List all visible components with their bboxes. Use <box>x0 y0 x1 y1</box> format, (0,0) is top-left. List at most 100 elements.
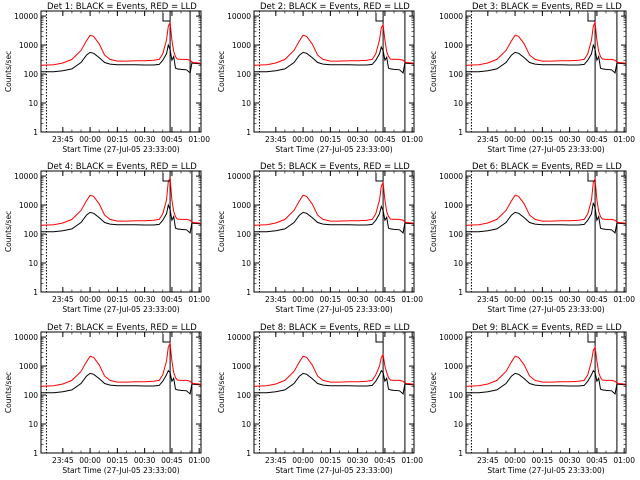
corner-marker <box>587 334 595 343</box>
y-tick-label: 10 <box>241 259 251 268</box>
x-tick-label: 00:45 <box>586 456 608 465</box>
lld-series-line <box>465 177 627 226</box>
y-tick-label: 100 <box>449 230 464 239</box>
panel-title: Det 9: BLACK = Events, RED = LLD <box>472 323 622 333</box>
x-tick-label: 00:30 <box>559 135 581 144</box>
x-tick-label: 00:00 <box>504 135 526 144</box>
x-axis-label: Start Time (27-Jul-05 23:33:00) <box>487 466 604 475</box>
y-tick-label: 10 <box>28 99 38 108</box>
y-tick-label: 10000 <box>439 172 463 181</box>
x-tick-label: 00:15 <box>320 456 342 465</box>
events-series-line <box>466 43 627 74</box>
lld-series-line <box>253 180 415 226</box>
panel-det-7: Det 7: BLACK = Events, RED = LLD 1 10 100 10… <box>4 323 210 475</box>
y-tick-label: 100 <box>24 230 39 239</box>
panel-det-3: Det 3: BLACK = Events, RED = LLD 1 10 100 10… <box>429 2 635 154</box>
x-tick-label: 00:45 <box>161 456 183 465</box>
x-tick-label: 00:15 <box>532 295 554 304</box>
y-tick-label: 1 <box>458 128 463 137</box>
y-tick-label: 100 <box>449 391 464 400</box>
x-axis-label: Start Time (27-Jul-05 23:33:00) <box>275 305 392 314</box>
y-axis-label: Counts/sec <box>4 51 13 92</box>
y-tick-label: 10 <box>241 99 251 108</box>
y-axis-label: Counts/sec <box>4 211 13 252</box>
lld-series-line <box>40 176 202 226</box>
lld-series-line <box>253 23 415 66</box>
y-tick-label: 100 <box>237 70 252 79</box>
x-tick-label: 00:15 <box>532 135 554 144</box>
lld-series-line <box>465 345 627 387</box>
x-tick-label: 00:45 <box>374 135 396 144</box>
x-axis-label: Start Time (27-Jul-05 23:33:00) <box>487 145 604 154</box>
corner-marker <box>375 13 383 22</box>
y-tick-label: 10 <box>453 420 463 429</box>
events-series-line <box>466 202 627 234</box>
y-tick-label: 10000 <box>14 172 38 181</box>
plot-frame <box>465 331 627 454</box>
panel-det-9: Det 9: BLACK = Events, RED = LLD 1 10 100 10… <box>429 323 635 475</box>
corner-marker <box>162 173 170 182</box>
y-tick-label: 10000 <box>14 333 38 342</box>
y-axis-label: Counts/sec <box>217 211 226 252</box>
x-tick-label: 23:45 <box>52 456 74 465</box>
x-tick-label: 00:15 <box>320 135 342 144</box>
x-tick-label: 23:45 <box>265 295 287 304</box>
corner-marker <box>375 173 383 182</box>
x-tick-label: 00:15 <box>107 456 129 465</box>
x-tick-label: 01:00 <box>188 135 210 144</box>
corner-marker <box>162 13 170 22</box>
corner-marker <box>587 173 595 182</box>
y-tick-label: 10 <box>453 99 463 108</box>
x-tick-label: 23:45 <box>265 456 287 465</box>
x-tick-label: 00:30 <box>559 295 581 304</box>
x-tick-label: 00:15 <box>320 295 342 304</box>
x-tick-label: 01:00 <box>401 135 423 144</box>
x-tick-label: 00:30 <box>559 456 581 465</box>
x-tick-label: 23:45 <box>477 295 499 304</box>
y-tick-label: 1 <box>246 128 251 137</box>
x-tick-label: 01:00 <box>401 295 423 304</box>
y-tick-label: 1 <box>33 128 38 137</box>
events-series-line <box>254 204 415 234</box>
panel-title: Det 3: BLACK = Events, RED = LLD <box>472 2 622 12</box>
x-tick-label: 00:00 <box>292 295 314 304</box>
y-tick-label: 1 <box>458 288 463 297</box>
x-tick-label: 00:45 <box>586 295 608 304</box>
y-tick-label: 100 <box>449 70 464 79</box>
x-tick-label: 01:00 <box>613 295 635 304</box>
y-axis-label: Counts/sec <box>429 372 438 413</box>
y-tick-label: 10 <box>453 259 463 268</box>
y-tick-label: 1000 <box>232 362 251 371</box>
x-tick-label: 00:45 <box>161 135 183 144</box>
x-tick-label: 23:45 <box>477 456 499 465</box>
panel-title: Det 7: BLACK = Events, RED = LLD <box>47 323 197 333</box>
x-tick-label: 01:00 <box>188 456 210 465</box>
events-series-line <box>41 43 202 74</box>
corner-marker <box>162 334 170 343</box>
x-tick-label: 00:45 <box>161 295 183 304</box>
y-tick-label: 10 <box>28 420 38 429</box>
y-tick-label: 1000 <box>19 41 38 50</box>
y-tick-label: 10 <box>241 420 251 429</box>
x-tick-label: 01:00 <box>188 295 210 304</box>
y-tick-label: 10000 <box>227 172 251 181</box>
x-tick-label: 00:00 <box>292 135 314 144</box>
plot-frame <box>40 10 202 133</box>
y-tick-label: 10 <box>28 259 38 268</box>
y-tick-label: 1000 <box>232 41 251 50</box>
x-tick-label: 23:45 <box>52 295 74 304</box>
x-tick-label: 00:30 <box>134 456 156 465</box>
y-axis-label: Counts/sec <box>429 211 438 252</box>
panel-title: Det 8: BLACK = Events, RED = LLD <box>260 323 410 333</box>
x-tick-label: 00:45 <box>374 295 396 304</box>
lld-series-line <box>40 341 202 387</box>
x-tick-label: 00:45 <box>374 456 396 465</box>
plot-frame <box>40 331 202 454</box>
x-tick-label: 23:45 <box>265 135 287 144</box>
lld-series-line <box>465 20 627 66</box>
y-tick-label: 10000 <box>227 12 251 21</box>
y-axis-label: Counts/sec <box>429 51 438 92</box>
corner-marker <box>587 13 595 22</box>
y-tick-label: 1000 <box>232 201 251 210</box>
